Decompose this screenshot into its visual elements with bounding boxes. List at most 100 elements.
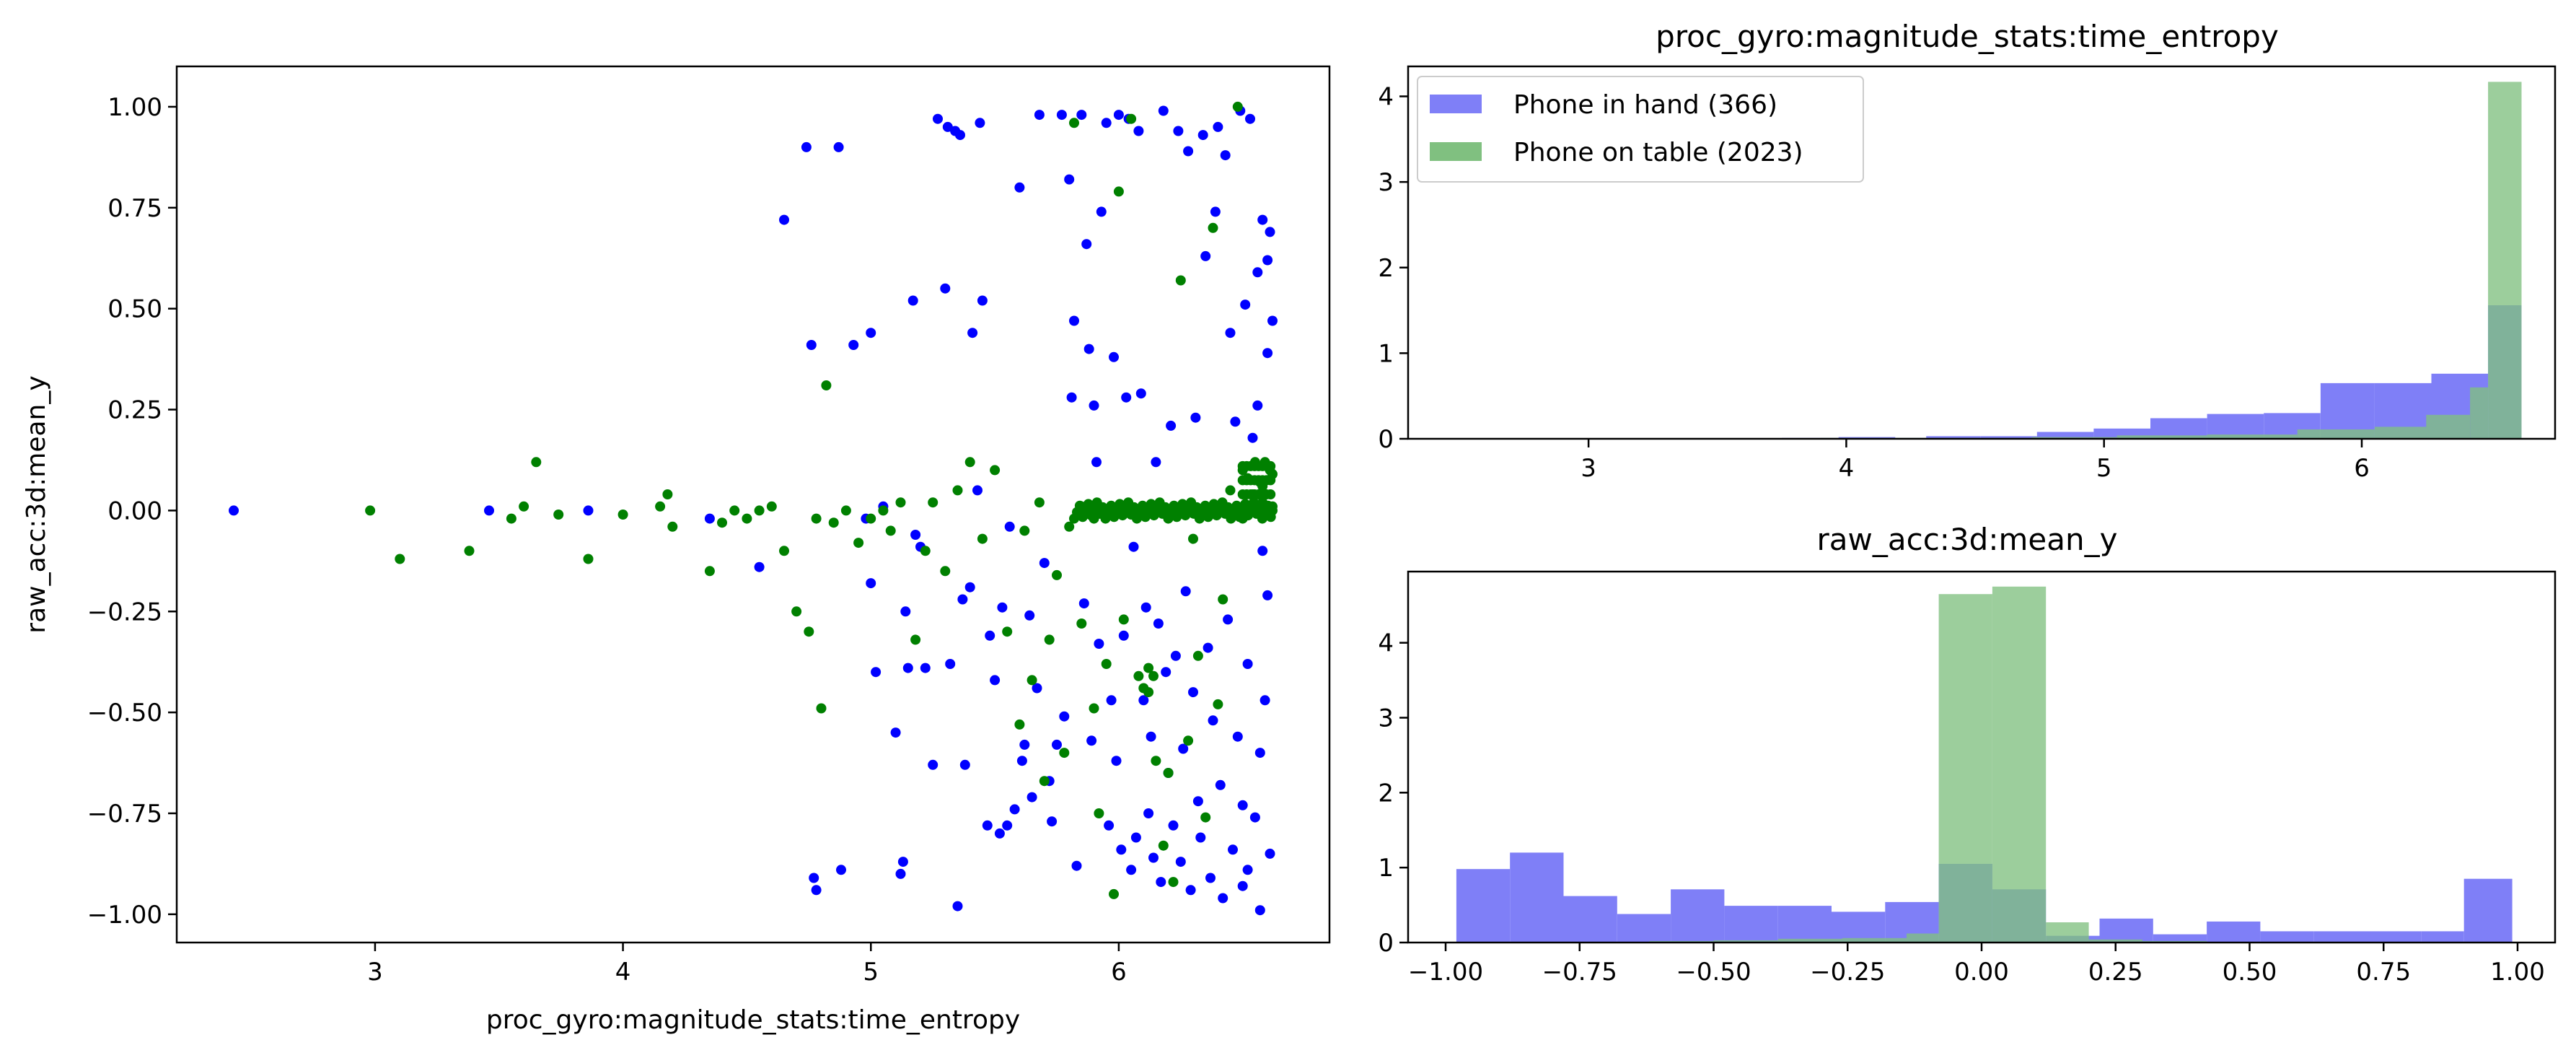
mean-y-histogram-x-tick-label: −0.25 (1810, 958, 1885, 987)
point-phone-in-hand (866, 578, 876, 589)
point-phone-in-hand (809, 873, 819, 883)
point-phone-in-hand (1260, 695, 1270, 706)
point-phone-on-table (1265, 512, 1276, 523)
point-phone-in-hand (484, 505, 494, 516)
mean-y-histogram-bar-phone-in-hand (1724, 906, 1778, 943)
point-phone-in-hand (1032, 683, 1042, 694)
entropy-histogram-y-tick-label: 1 (1378, 339, 1394, 368)
mean-y-histogram-x-tick-label: 0.50 (2223, 958, 2277, 987)
mean-y-histogram-bar-phone-in-hand (2260, 931, 2314, 943)
point-phone-in-hand (1170, 650, 1181, 661)
point-phone-on-table (1175, 275, 1186, 286)
point-phone-in-hand (1218, 893, 1228, 904)
point-phone-on-table (1148, 670, 1159, 681)
point-phone-in-hand (1168, 820, 1179, 831)
point-phone-on-table (1126, 113, 1137, 124)
point-phone-in-hand (1225, 328, 1236, 338)
entropy-histogram-y-tick-label: 2 (1378, 254, 1394, 283)
mean-y-histogram-x-tick-label: 1.00 (2490, 958, 2545, 987)
mean-y-histogram-bar-phone-on-table (2088, 939, 2142, 943)
point-phone-on-table (1158, 840, 1169, 851)
entropy-histogram-bar-phone-in-hand (1980, 436, 2037, 439)
point-phone-on-table (1265, 475, 1276, 486)
point-phone-in-hand (1188, 687, 1198, 698)
point-phone-on-table (1027, 675, 1037, 686)
point-phone-in-hand (801, 141, 812, 152)
scatter-x-ticks: 3 4 5 6 (367, 943, 1127, 987)
scatter-panel: 3 4 5 6 1.00 0.75 0.50 0.25 0.00 −0.25 −0.50 −0.75… (22, 65, 1331, 1035)
scatter-y-tick-label: 0.75 (107, 194, 162, 223)
point-phone-in-hand (975, 118, 985, 128)
mean-y-histogram-y-ticks: 0 1 2 3 4 (1378, 629, 1408, 958)
point-phone-in-hand (900, 606, 911, 617)
mean-y-histogram-bar-phone-on-table (1938, 594, 1992, 943)
point-phone-in-hand (1081, 239, 1092, 250)
mean-y-histogram-bar-phone-in-hand (1563, 896, 1617, 943)
point-phone-in-hand (1254, 905, 1265, 916)
mean-y-histogram-bar-phone-in-hand (2313, 931, 2368, 943)
point-phone-on-table (1109, 888, 1119, 899)
entropy-histogram-bar-phone-on-table (2116, 435, 2207, 439)
mean-y-histogram-title: raw_acc:3d:mean_y (1817, 522, 2118, 557)
point-phone-in-hand (1220, 150, 1231, 161)
point-phone-on-table (1151, 756, 1161, 766)
point-phone-in-hand (1178, 743, 1189, 754)
point-phone-in-hand (1215, 779, 1226, 790)
entropy-histogram-title: proc_gyro:magnitude_stats:time_entropy (1656, 19, 2279, 54)
mean-y-histogram-bars (1456, 586, 2513, 943)
legend-swatch-hand (1430, 95, 1482, 113)
point-phone-on-table (977, 533, 988, 544)
point-phone-on-table (766, 501, 777, 512)
point-phone-in-hand (1197, 130, 1208, 141)
point-phone-in-hand (1027, 792, 1037, 803)
point-phone-in-hand (1185, 885, 1196, 896)
entropy-histogram-bar-phone-on-table (2426, 414, 2470, 439)
point-phone-on-table (828, 517, 839, 528)
point-phone-on-table (952, 485, 963, 496)
point-phone-in-hand (1237, 800, 1248, 810)
mean-y-histogram-x-tick-label: 0.75 (2356, 958, 2411, 987)
mean-y-histogram-x-tick-label: 0.00 (1954, 958, 2009, 987)
point-phone-in-hand (895, 868, 906, 879)
point-phone-in-hand (967, 328, 978, 338)
point-phone-on-table (1064, 521, 1075, 532)
point-phone-in-hand (1267, 315, 1278, 326)
point-phone-on-table (1168, 877, 1179, 888)
point-phone-in-hand (1237, 880, 1248, 891)
mean-y-histogram-bar-phone-on-table (1907, 933, 1939, 943)
scatter-frame (175, 65, 1331, 944)
point-phone-in-hand (1019, 739, 1030, 750)
entropy-histogram-bars (1782, 82, 2522, 440)
mean-y-histogram-bar-phone-in-hand (1617, 914, 1671, 943)
point-phone-in-hand (985, 630, 995, 641)
point-phone-in-hand (1034, 110, 1045, 121)
point-phone-in-hand (1232, 731, 1243, 742)
entropy-histogram-x-tick-label: 3 (1581, 454, 1596, 483)
point-phone-in-hand (1203, 642, 1213, 653)
point-phone-on-table (519, 501, 529, 512)
point-phone-on-table (853, 538, 864, 548)
point-phone-on-table (1265, 489, 1276, 499)
point-phone-in-hand (1104, 820, 1115, 831)
point-phone-in-hand (907, 295, 918, 306)
point-phone-in-hand (1148, 852, 1159, 863)
point-phone-in-hand (1091, 457, 1102, 468)
point-phone-in-hand (1133, 126, 1144, 136)
point-phone-in-hand (1052, 739, 1062, 750)
point-phone-in-hand (940, 283, 951, 294)
mean-y-histogram-bar-phone-in-hand (2463, 878, 2513, 943)
point-phone-in-hand (1166, 420, 1177, 431)
point-phone-on-table (866, 513, 876, 524)
point-phone-in-hand (1151, 457, 1161, 468)
point-phone-on-table (742, 513, 752, 524)
mean-y-histogram-bar-phone-in-hand (2207, 921, 2261, 943)
point-phone-in-hand (994, 828, 1005, 839)
point-phone-in-hand (997, 602, 1008, 613)
point-phone-in-hand (897, 857, 908, 867)
mean-y-histogram-bar-phone-on-table (2046, 922, 2089, 943)
point-phone-on-table (1101, 659, 1112, 669)
entropy-histogram-y-tick-label: 3 (1378, 168, 1394, 197)
point-phone-in-hand (1265, 227, 1275, 237)
